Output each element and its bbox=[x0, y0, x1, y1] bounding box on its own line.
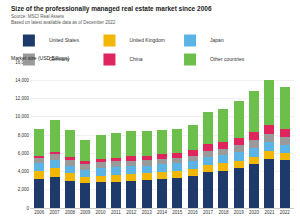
svg-text:2017: 2017 bbox=[203, 210, 214, 215]
svg-text:2014: 2014 bbox=[157, 210, 168, 215]
svg-text:2019: 2019 bbox=[234, 210, 245, 215]
svg-text:2009: 2009 bbox=[80, 210, 91, 215]
svg-text:2016: 2016 bbox=[188, 210, 199, 215]
svg-text:2020: 2020 bbox=[249, 210, 260, 215]
svg-text:8,000: 8,000 bbox=[18, 133, 30, 138]
svg-text:4,000: 4,000 bbox=[18, 169, 30, 174]
svg-text:10,000: 10,000 bbox=[15, 114, 29, 119]
svg-text:2018: 2018 bbox=[218, 210, 229, 215]
svg-text:Size of the professionally man: Size of the professionally managed real … bbox=[11, 5, 212, 13]
svg-text:14,000: 14,000 bbox=[15, 78, 29, 83]
svg-text:2011: 2011 bbox=[111, 210, 121, 215]
svg-text:12,000: 12,000 bbox=[15, 96, 29, 101]
svg-text:Source: MSCI Real AssetsBased: Source: MSCI Real AssetsBased on latest … bbox=[11, 14, 116, 25]
svg-text:16,000: 16,000 bbox=[15, 59, 29, 65]
svg-text:0: 0 bbox=[26, 206, 29, 211]
svg-text:2,000: 2,000 bbox=[18, 187, 30, 192]
svg-text:2021: 2021 bbox=[264, 210, 275, 215]
svg-text:Market size (USD Billions): Market size (USD Billions) bbox=[11, 55, 69, 61]
svg-text:United States: United States bbox=[49, 37, 80, 43]
svg-text:2006: 2006 bbox=[34, 210, 45, 215]
svg-text:Germany: Germany bbox=[49, 56, 70, 62]
svg-text:2012: 2012 bbox=[126, 210, 137, 215]
svg-text:2007: 2007 bbox=[50, 210, 61, 215]
svg-text:2022: 2022 bbox=[280, 210, 291, 215]
svg-text:Japan: Japan bbox=[210, 37, 224, 43]
svg-text:United Kingdom: United Kingdom bbox=[129, 37, 165, 43]
svg-text:China: China bbox=[129, 56, 142, 62]
svg-text:2013: 2013 bbox=[142, 210, 153, 215]
svg-text:2015: 2015 bbox=[172, 210, 183, 215]
svg-text:Other countries: Other countries bbox=[210, 56, 245, 62]
svg-text:2010: 2010 bbox=[96, 210, 107, 215]
svg-text:6,000: 6,000 bbox=[18, 151, 30, 156]
svg-text:2008: 2008 bbox=[65, 210, 76, 215]
